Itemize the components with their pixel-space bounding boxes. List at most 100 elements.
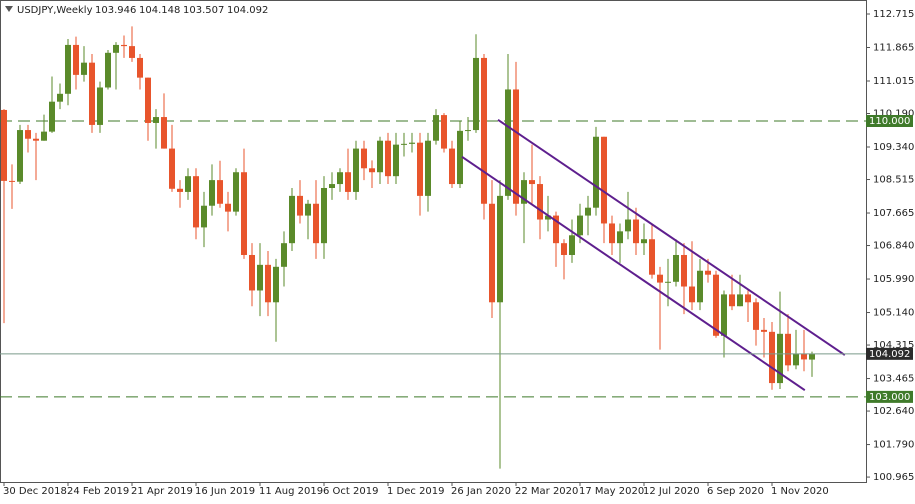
y-tick-label: 111.865 — [873, 42, 914, 53]
candle-body — [225, 203, 231, 212]
candle-body — [521, 180, 527, 204]
candle-body — [409, 142, 415, 144]
candle-body — [393, 144, 399, 177]
candle-body — [209, 180, 215, 206]
candle-body — [809, 353, 815, 360]
open-value: 103.946 — [95, 5, 136, 16]
x-tick-label: 1 Dec 2019 — [387, 486, 445, 497]
candle-body — [569, 235, 575, 255]
candle-body — [137, 57, 143, 78]
candle-body — [73, 44, 79, 75]
candle-body — [305, 203, 311, 216]
candle-body — [633, 219, 639, 244]
x-tick-label: 1 Nov 2020 — [771, 486, 829, 497]
candle-body — [497, 195, 503, 303]
y-tick-label: 109.340 — [873, 142, 914, 153]
candle-body — [577, 215, 583, 236]
close-value: 104.092 — [227, 5, 268, 16]
candle-body — [585, 207, 591, 216]
candle-body — [193, 176, 199, 228]
candle-body — [233, 172, 239, 212]
candle-body — [641, 239, 647, 244]
candle-body — [25, 130, 31, 139]
candle-body — [561, 243, 567, 255]
candle-body — [353, 148, 359, 192]
high-value: 104.148 — [139, 5, 180, 16]
y-tick-label: 104.315 — [873, 340, 914, 351]
candle-body — [161, 117, 167, 149]
candle-body — [609, 223, 615, 244]
candle-body — [273, 266, 279, 303]
x-tick-label: 16 Jun 2019 — [195, 486, 255, 497]
candle-body — [553, 215, 559, 244]
y-tick-label: 111.015 — [873, 76, 914, 87]
candle-body — [177, 188, 183, 192]
trend-line — [497, 118, 846, 356]
candle-body — [513, 89, 519, 204]
candle-body — [777, 333, 783, 384]
candle-body — [185, 176, 191, 192]
x-tick-label: 6 Sep 2020 — [707, 486, 764, 497]
candle-body — [153, 117, 159, 123]
x-tick-label: 11 Aug 2019 — [259, 486, 323, 497]
candle-body — [433, 115, 439, 141]
candle-body — [417, 142, 423, 196]
symbol: USDJPY,Weekly — [17, 5, 93, 16]
y-tick-label: 103.465 — [873, 374, 914, 385]
level-label: 110.000 — [869, 116, 910, 127]
candle-body — [505, 89, 511, 196]
candle-body — [121, 44, 127, 47]
candle-body — [745, 294, 751, 303]
candle-body — [449, 148, 455, 185]
candle-body — [385, 140, 391, 177]
candle-body — [105, 52, 111, 88]
plot — [0, 26, 866, 469]
candle-body — [697, 270, 703, 303]
candle-body — [481, 57, 487, 204]
candle-body — [489, 203, 495, 303]
price-label: 104.092 — [869, 349, 910, 360]
candle-body — [649, 239, 655, 275]
price-badge — [866, 347, 913, 360]
symbol-icon — [5, 6, 13, 12]
candle-body — [785, 333, 791, 366]
candle-body — [345, 172, 351, 192]
candle-body — [593, 136, 599, 208]
candle-body — [41, 131, 47, 141]
candle-body — [145, 77, 151, 123]
plot-frame — [0, 0, 867, 483]
candle-body — [81, 62, 87, 75]
candle-body — [217, 180, 223, 204]
candle-body — [473, 57, 479, 131]
candle-body — [17, 130, 23, 182]
y-tick-label: 105.990 — [873, 274, 914, 285]
level-label: 103.000 — [869, 392, 910, 403]
candle-body — [201, 205, 207, 228]
candle-body — [425, 140, 431, 196]
y-tick-label: 101.790 — [873, 440, 914, 451]
candle-body — [1, 109, 7, 181]
candle-body — [329, 184, 335, 188]
candle-body — [625, 219, 631, 232]
candle-body — [657, 274, 663, 283]
candle-body — [9, 180, 15, 182]
candle-body — [793, 353, 799, 366]
x-tick-label: 22 Mar 2020 — [515, 486, 578, 497]
candle-body — [289, 195, 295, 244]
candle-body — [313, 203, 319, 244]
level-badge — [866, 390, 913, 403]
candle-body — [705, 270, 711, 275]
candle-body — [713, 274, 719, 336]
candle-body — [545, 215, 551, 220]
trend-line — [461, 156, 806, 391]
candle-body — [369, 168, 375, 173]
candle-body — [321, 187, 327, 244]
y-tick-label: 106.840 — [873, 241, 914, 252]
candle-body — [769, 331, 775, 384]
candle-body — [729, 294, 735, 307]
candle-body — [681, 254, 687, 287]
x-tick-label: 30 Dec 2018 — [3, 486, 67, 497]
candle-body — [441, 115, 447, 149]
candle-body — [257, 264, 263, 291]
